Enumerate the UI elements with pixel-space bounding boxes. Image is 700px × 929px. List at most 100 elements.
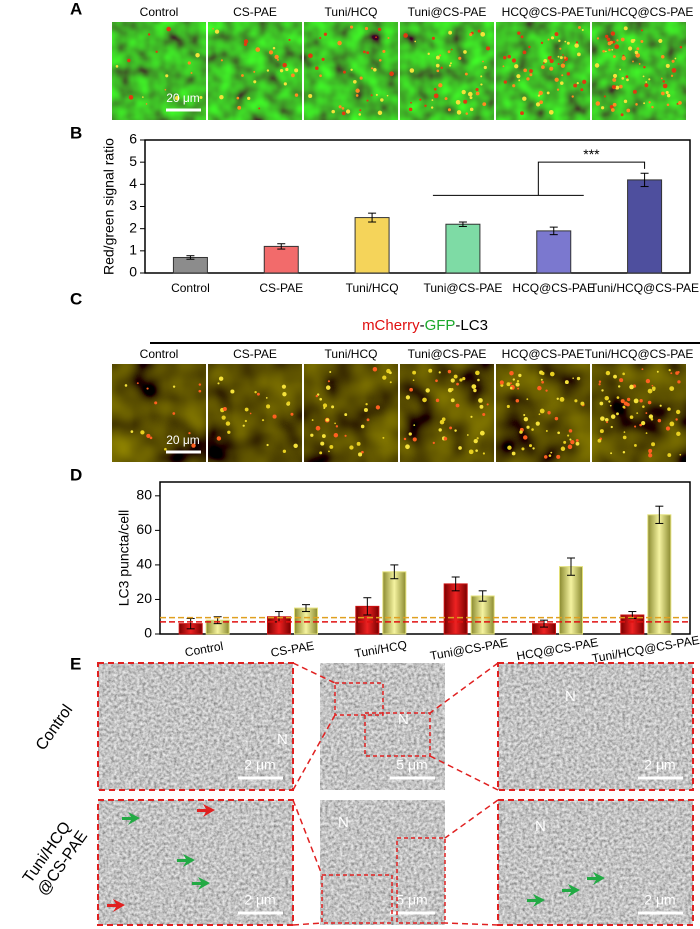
puncta — [676, 102, 679, 105]
row-label: Control — [33, 702, 77, 754]
puncta — [614, 44, 620, 50]
puncta — [648, 414, 654, 419]
error-bar — [478, 590, 487, 602]
puncta — [174, 95, 180, 101]
puncta — [321, 434, 326, 438]
puncta — [574, 43, 579, 48]
puncta — [623, 431, 626, 433]
puncta — [127, 58, 131, 63]
puncta — [526, 77, 530, 81]
puncta — [447, 50, 451, 54]
puncta — [648, 101, 651, 104]
puncta — [425, 388, 430, 393]
error-bar — [549, 226, 558, 236]
puncta — [435, 63, 440, 68]
puncta — [526, 425, 530, 429]
puncta — [115, 65, 119, 68]
scale-bar-label: 20 μm — [166, 433, 200, 447]
puncta — [333, 432, 339, 438]
puncta — [321, 57, 325, 61]
y-tick-label: 3 — [129, 197, 137, 213]
puncta — [190, 71, 193, 74]
puncta — [422, 397, 427, 403]
puncta — [618, 385, 621, 388]
puncta — [633, 443, 637, 447]
puncta — [459, 378, 463, 382]
puncta — [387, 37, 390, 40]
arrow — [587, 872, 605, 885]
puncta — [641, 421, 646, 426]
puncta — [516, 379, 520, 383]
puncta — [629, 415, 634, 419]
puncta — [517, 387, 520, 390]
puncta — [578, 26, 581, 29]
puncta — [408, 432, 412, 436]
column-label: Tuni/HCQ@CS-PAE — [585, 5, 694, 19]
puncta — [509, 386, 513, 390]
puncta — [612, 102, 617, 107]
puncta — [345, 109, 351, 114]
zoom-box — [334, 682, 384, 716]
puncta — [424, 104, 427, 108]
puncta — [506, 382, 511, 387]
puncta — [448, 64, 452, 67]
puncta — [287, 401, 291, 405]
puncta — [641, 368, 644, 371]
puncta — [261, 419, 265, 422]
puncta — [610, 108, 615, 112]
puncta — [619, 378, 624, 383]
puncta — [619, 84, 623, 89]
puncta — [605, 370, 611, 376]
puncta — [609, 404, 612, 407]
puncta — [450, 378, 455, 383]
puncta — [221, 415, 226, 420]
puncta — [447, 369, 452, 374]
puncta — [469, 96, 473, 100]
micrograph — [208, 364, 302, 462]
scale-bar-label: 20 μm — [166, 91, 200, 105]
puncta — [671, 68, 677, 73]
error-bar — [458, 221, 467, 227]
puncta — [414, 40, 417, 43]
panel-title: mCherry-GFP-LC3 — [362, 317, 488, 334]
bar — [445, 223, 481, 274]
puncta — [629, 384, 634, 390]
puncta — [433, 93, 439, 99]
error-bar — [567, 557, 575, 576]
puncta — [621, 56, 626, 61]
zoom-connector — [292, 714, 336, 791]
puncta — [461, 89, 466, 95]
puncta — [276, 58, 279, 61]
puncta — [595, 101, 601, 106]
puncta — [247, 96, 251, 101]
puncta — [645, 378, 651, 384]
puncta — [575, 438, 579, 442]
puncta — [616, 412, 619, 416]
puncta — [547, 56, 552, 60]
puncta — [549, 58, 554, 64]
puncta — [382, 375, 387, 380]
puncta — [458, 446, 462, 450]
puncta — [518, 79, 521, 82]
arrow — [122, 812, 140, 825]
puncta — [556, 88, 560, 91]
puncta — [473, 438, 478, 444]
puncta — [483, 65, 487, 70]
bar — [470, 595, 495, 635]
bar — [172, 256, 208, 274]
puncta — [674, 57, 677, 60]
puncta — [676, 431, 681, 437]
puncta — [594, 63, 600, 68]
puncta — [272, 46, 276, 50]
puncta — [650, 417, 654, 421]
puncta — [609, 40, 613, 45]
puncta — [634, 50, 639, 55]
puncta — [359, 109, 362, 112]
puncta — [462, 377, 466, 381]
puncta — [537, 94, 541, 97]
puncta — [543, 59, 548, 63]
puncta — [668, 368, 671, 372]
puncta — [227, 430, 231, 434]
scale-bar-label: 5 μm — [396, 757, 427, 773]
puncta — [529, 69, 533, 73]
